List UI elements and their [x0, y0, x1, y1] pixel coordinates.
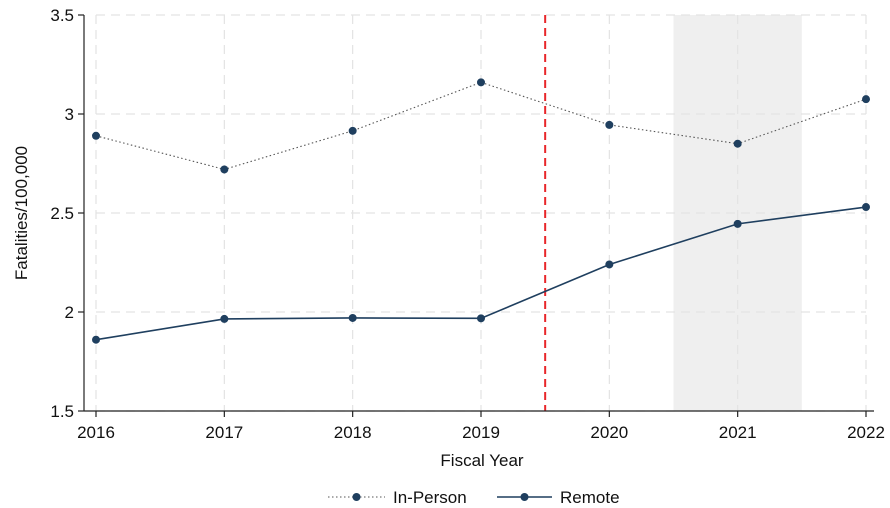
x-tick-label: 2016 [77, 423, 115, 442]
x-tick-label: 2019 [462, 423, 500, 442]
tick-labels: 1.5 2 2.5 3 3.5 2016 2017 2018 2019 2020 2021 2022 [50, 6, 885, 442]
data-point [862, 203, 870, 212]
data-point [92, 131, 100, 140]
x-tick-label: 2017 [205, 423, 243, 442]
legend-marker [352, 493, 361, 501]
data-point [605, 120, 614, 129]
x-tick-label: 2020 [590, 423, 628, 442]
data-point [605, 260, 614, 269]
x-tick-label: 2021 [719, 423, 757, 442]
legend-marker [520, 493, 529, 501]
legend-label: Remote [560, 488, 620, 507]
data-point [220, 165, 229, 174]
y-axis-title: Fatalities/100,000 [12, 146, 31, 280]
data-point [348, 126, 357, 135]
data-point [862, 95, 870, 104]
axes [78, 14, 874, 417]
x-axis-title: Fiscal Year [440, 451, 523, 470]
data-point [348, 313, 357, 322]
y-tick-label: 3 [65, 105, 74, 124]
data-point [220, 314, 229, 323]
data-point [733, 139, 742, 148]
data-point [733, 219, 742, 228]
y-tick-label: 2 [65, 303, 74, 322]
y-tick-label: 1.5 [50, 402, 74, 421]
y-tick-label: 3.5 [50, 6, 74, 25]
data-point [477, 314, 485, 323]
legend-label: In-Person [393, 488, 467, 507]
y-tick-label: 2.5 [50, 204, 74, 223]
data-point [477, 78, 485, 87]
series-layer [92, 78, 870, 344]
legend: In-Person Remote [328, 488, 620, 507]
x-tick-label: 2022 [847, 423, 885, 442]
x-tick-label: 2018 [334, 423, 372, 442]
data-point [92, 335, 100, 344]
